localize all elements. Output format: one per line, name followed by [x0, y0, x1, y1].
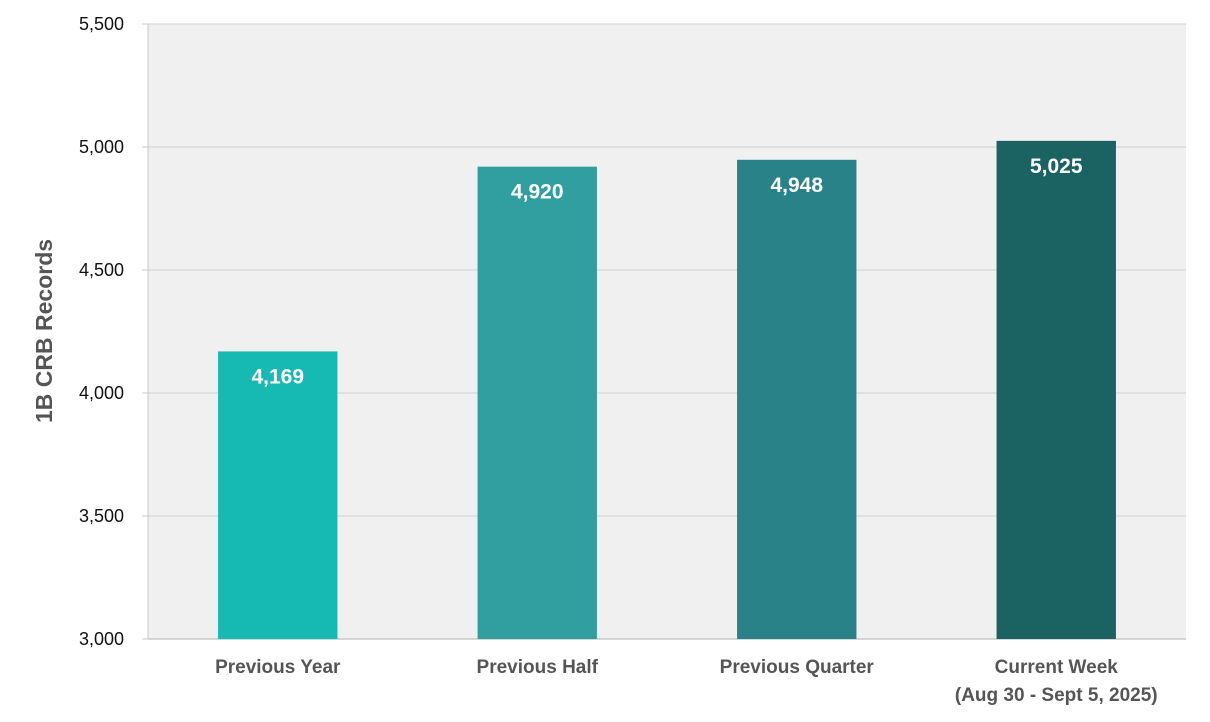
- bar: [737, 159, 857, 640]
- x-category-label-line: Previous Year: [215, 657, 341, 678]
- bar: [996, 140, 1116, 639]
- x-category-label: Previous Year: [215, 657, 341, 678]
- y-tick-label: 4,000: [79, 383, 124, 403]
- y-axis-title: 1B CRB Records: [31, 239, 57, 423]
- y-axis-ticks: 3,000 3,500 4,000 4,500 5,000 5,500: [79, 14, 148, 649]
- data-label: 4,920: [511, 181, 564, 204]
- x-category-label: Previous Quarter: [720, 657, 875, 678]
- y-tick-label: 3,000: [79, 629, 124, 649]
- data-label: 5,025: [1030, 155, 1083, 178]
- x-category-label: Previous Half: [477, 657, 599, 678]
- y-tick-label: 3,500: [79, 506, 124, 526]
- data-label: 4,948: [770, 174, 823, 197]
- x-axis-labels: Previous Year Previous Half Previous Quart…: [215, 657, 1158, 706]
- bar: [218, 351, 338, 639]
- x-category-label-line: Previous Half: [477, 657, 599, 678]
- bar: [477, 166, 597, 639]
- y-tick-label: 4,500: [79, 260, 124, 280]
- data-label: 4,169: [251, 365, 304, 388]
- y-tick-label: 5,500: [79, 14, 124, 34]
- y-tick-label: 5,000: [79, 137, 124, 157]
- x-category-label-line: (Aug 30 - Sept 5, 2025): [955, 685, 1158, 706]
- x-category-label: Current Week (Aug 30 - Sept 5, 2025): [955, 657, 1158, 706]
- bars: [218, 140, 1116, 640]
- data-labels: 4,169 4,920 4,948 5,025: [251, 155, 1082, 389]
- x-category-label-line: Previous Quarter: [720, 657, 875, 678]
- x-category-label-line: Current Week: [995, 657, 1119, 678]
